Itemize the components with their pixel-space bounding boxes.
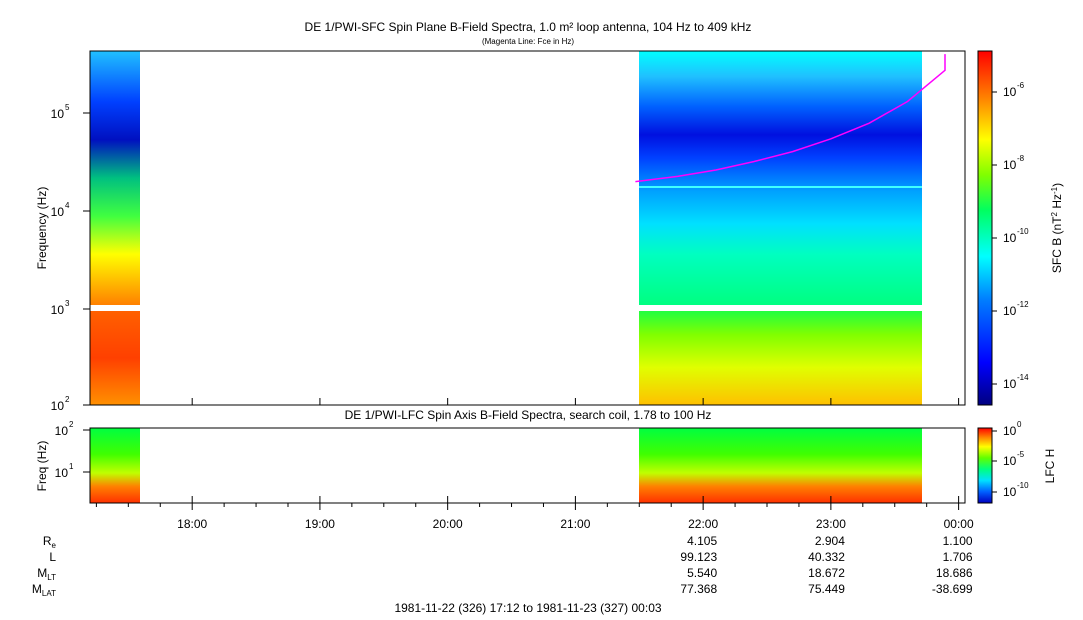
lfc-ylabel: Freq (Hz) [35,441,49,492]
sfc-ytick-1000: 10 3 [51,299,90,317]
svg-text:10: 10 [51,399,65,413]
svg-text:10: 10 [1003,424,1017,438]
sfc-segment-1-low-band [90,311,140,405]
svg-text:1: 1 [69,462,74,471]
svg-text:4: 4 [65,201,70,210]
lfc-plot-frame [89,427,966,504]
sfc-segment-2-high-band [639,51,922,305]
sfc-colorbar-label: SFC B (nT2 Hz-1) [1050,183,1065,273]
ephemeris-value: -38.699 [932,582,973,596]
sfc-cbar-tick-1e-10: 10 -10 [992,227,1029,245]
ephemeris-value: 2.904 [815,534,845,548]
lfc-cbar-tick-1e0: 10 0 [992,420,1022,438]
svg-text:10: 10 [1003,158,1017,172]
lfc-title: DE 1/PWI-LFC Spin Axis B-Field Spectra, … [345,408,712,422]
lfc-colorbar: 10 0 10 -5 10 -10 LFC H [977,420,1057,504]
sfc-cbar-tick-1e-8: 10 -8 [992,154,1025,172]
sfc-segment-2-low-band [639,311,922,405]
sfc-y-ticks: 10 2 10 3 10 4 10 5 [51,103,90,413]
svg-text:5: 5 [65,103,70,112]
svg-text:-10: -10 [1017,481,1029,490]
sfc-ytick-10000: 10 4 [51,201,90,219]
ephemeris-label-3: MLAT [32,582,56,598]
ephemeris-label-1: L [49,550,56,564]
svg-text:10: 10 [55,424,69,438]
sfc-segment-1-high-band [90,51,140,305]
svg-text:-6: -6 [1017,81,1025,90]
svg-text:10: 10 [1003,304,1017,318]
sfc-subtitle: (Magenta Line: Fce in Hz) [482,37,574,46]
lfc-cbar-tick-1e-5: 10 -5 [992,450,1025,468]
ephemeris-value: 18.672 [808,566,845,580]
svg-text:2: 2 [65,395,70,404]
ephemeris-value: 5.540 [687,566,717,580]
ephemeris-value: 18.686 [936,566,973,580]
lfc-ytick-10: 10 1 [55,462,90,480]
svg-text:10: 10 [51,107,65,121]
lfc-y-ticks: 10 1 10 2 [55,420,90,480]
sfc-ytick-100000: 10 5 [51,103,90,121]
svg-text:2: 2 [69,420,74,429]
sfc-colorbar: 10 -6 10 -8 10 -10 10 -12 10 -14 [977,50,1065,406]
svg-text:-14: -14 [1017,373,1029,382]
ephemeris-value: 77.368 [680,582,717,596]
sfc-plot-frame [89,50,966,406]
ephemeris-value: 40.332 [808,550,845,564]
svg-text:10: 10 [55,466,69,480]
lfc-ytick-100: 10 2 [55,420,90,438]
ephemeris-value: 75.449 [808,582,845,596]
svg-text:10: 10 [1003,85,1017,99]
ephemeris-value: 1.706 [943,550,973,564]
svg-text:10: 10 [1003,485,1017,499]
lfc-segment-2 [639,428,922,503]
lfc-cbar-tick-1e-10: 10 -10 [992,481,1029,499]
svg-text:10: 10 [51,205,65,219]
lfc-segment-1 [90,428,140,503]
svg-text:0: 0 [1017,420,1022,429]
xtick-label-0: 18:00 [177,517,207,531]
svg-text:-5: -5 [1017,450,1025,459]
sfc-interference-line [639,186,922,188]
ephemeris-label-2: MLT [37,566,56,582]
ephemeris-value: 99.123 [680,550,717,564]
sfc-cbar-tick-1e-12: 10 -12 [992,300,1029,318]
sfc-spectrogram-segment-1 [90,51,140,405]
sfc-ytick-100: 10 2 [51,395,90,413]
ephemeris-value: 4.105 [687,534,717,548]
lfc-colorbar-label: LFC H [1043,449,1057,484]
sfc-ylabel: Frequency (Hz) [35,187,49,270]
svg-text:-10: -10 [1017,227,1029,236]
fce-magenta-line [635,54,946,183]
xtick-label-1: 19:00 [305,517,335,531]
time-axis: 18:00 19:00 20:00 21:00 22:00 23:00 00:00 [95,398,974,531]
svg-text:10: 10 [1003,377,1017,391]
ephemeris-value: 1.100 [943,534,973,548]
svg-text:-12: -12 [1017,300,1029,309]
svg-text:10: 10 [1003,231,1017,245]
sfc-panel: DE 1/PWI-SFC Spin Plane B-Field Spectra,… [35,20,1064,413]
sfc-spectrogram-segment-2 [639,51,922,405]
sfc-title: DE 1/PWI-SFC Spin Plane B-Field Spectra,… [305,20,752,34]
svg-text:-8: -8 [1017,154,1025,163]
sfc-cbar-tick-1e-14: 10 -14 [992,373,1029,391]
xtick-label-6: 00:00 [944,517,974,531]
time-span-label: 1981-11-22 (326) 17:12 to 1981-11-23 (32… [394,601,661,615]
sfc-cbar-tick-1e-6: 10 -6 [992,81,1025,99]
xtick-label-4: 22:00 [688,517,718,531]
svg-text:10: 10 [1003,454,1017,468]
lfc-panel: DE 1/PWI-LFC Spin Axis B-Field Spectra, … [35,408,1057,504]
ephemeris-table: Re 4.105 2.904 1.100 L 99.123 40.332 1.706 MLT 5.… [32,534,973,598]
xtick-label-5: 23:00 [816,517,846,531]
ephemeris-label-0: Re [43,534,57,550]
xtick-label-3: 21:00 [560,517,590,531]
svg-text:10: 10 [51,303,65,317]
svg-text:3: 3 [65,299,70,308]
xtick-label-2: 20:00 [433,517,463,531]
